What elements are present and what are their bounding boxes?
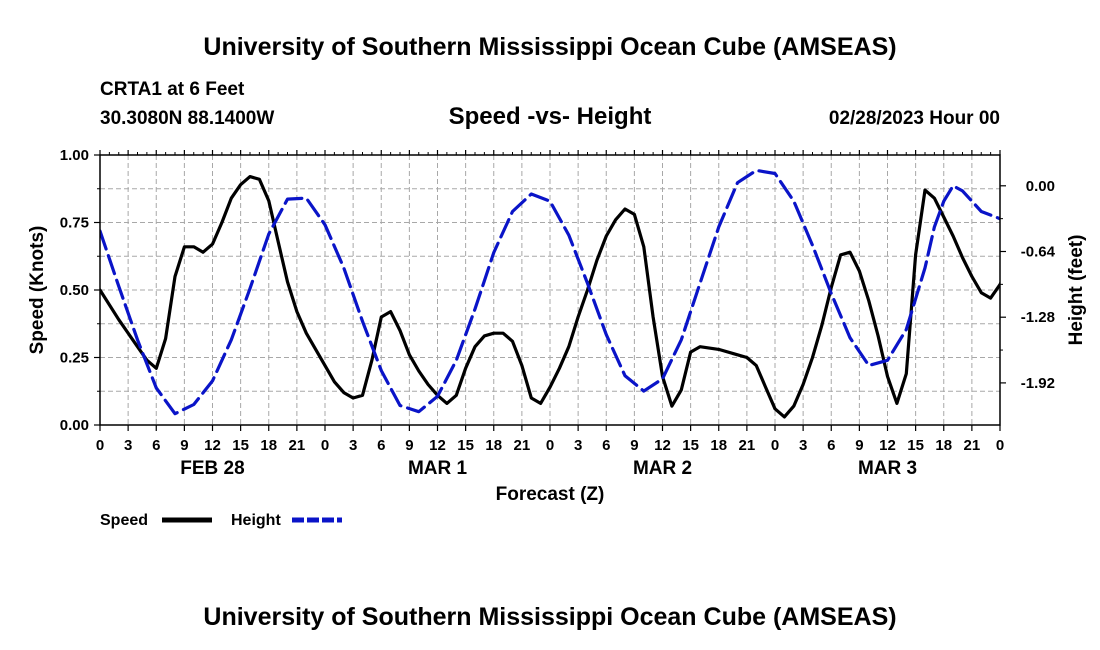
x-tick-label: 0 bbox=[96, 437, 104, 454]
x-tick-label: 18 bbox=[485, 437, 502, 454]
series-line-speed bbox=[100, 175, 1000, 419]
x-tick-label: 6 bbox=[602, 437, 610, 454]
coordinates-label: 30.3080N 88.1400W bbox=[100, 108, 274, 129]
series-line-height bbox=[100, 168, 1000, 416]
legend-label-speed: Speed bbox=[100, 512, 148, 529]
x-tick-label: 9 bbox=[180, 437, 188, 454]
y-tick-label-right: 0.00 bbox=[1026, 178, 1055, 195]
x-tick-label: 15 bbox=[682, 437, 699, 454]
x-tick-label: 15 bbox=[232, 437, 249, 454]
y-tick-label-left: 0.00 bbox=[60, 417, 89, 434]
x-axis-label: Forecast (Z) bbox=[496, 484, 605, 505]
x-tick-label: 21 bbox=[964, 437, 981, 454]
x-tick-label: 6 bbox=[827, 437, 835, 454]
x-tick-label: 9 bbox=[630, 437, 638, 454]
grid-lines bbox=[100, 155, 1000, 425]
series-layer bbox=[100, 168, 1000, 419]
x-tick-label: 3 bbox=[349, 437, 357, 454]
y-axis-left-label: Speed (Knots) bbox=[27, 226, 48, 355]
x-tick-label: 12 bbox=[429, 437, 446, 454]
x-tick-label: 12 bbox=[204, 437, 221, 454]
x-tick-label: 9 bbox=[855, 437, 863, 454]
y-tick-label-right: -0.64 bbox=[1021, 244, 1056, 261]
x-day-label: MAR 3 bbox=[858, 458, 917, 479]
y-tick-label-left: 0.75 bbox=[60, 215, 89, 232]
x-tick-label: 12 bbox=[654, 437, 671, 454]
x-tick-label: 21 bbox=[514, 437, 531, 454]
x-tick-label: 18 bbox=[260, 437, 277, 454]
x-tick-label: 18 bbox=[935, 437, 952, 454]
x-day-label: FEB 28 bbox=[180, 458, 244, 479]
x-tick-label: 15 bbox=[457, 437, 474, 454]
x-tick-label: 12 bbox=[879, 437, 896, 454]
y-tick-label-left: 0.50 bbox=[60, 282, 89, 299]
legend-label-height: Height bbox=[231, 512, 281, 529]
y-tick-label-right: -1.92 bbox=[1021, 375, 1055, 392]
x-tick-label: 21 bbox=[289, 437, 306, 454]
x-day-label: MAR 1 bbox=[408, 458, 468, 479]
x-tick-label: 0 bbox=[771, 437, 779, 454]
chart-title: Speed -vs- Height bbox=[449, 103, 652, 130]
page-title: University of Southern Mississippi Ocean… bbox=[203, 33, 896, 61]
y-tick-label-left: 1.00 bbox=[60, 147, 89, 164]
date-label: 02/28/2023 Hour 00 bbox=[829, 108, 1000, 129]
y-tick-label-left: 0.25 bbox=[60, 350, 89, 367]
x-tick-label: 3 bbox=[574, 437, 582, 454]
legend: Speed Height bbox=[100, 512, 342, 529]
x-tick-label: 9 bbox=[405, 437, 413, 454]
x-tick-label: 6 bbox=[377, 437, 385, 454]
x-day-label: MAR 2 bbox=[633, 458, 692, 479]
x-tick-label: 3 bbox=[799, 437, 807, 454]
axes-layer: 0 3 6 9 12 15 18 21 0 3 6 9 12 15 18 21 0 3 6 9 12 15 18 21 0 3 6 9… bbox=[60, 147, 1056, 479]
x-tick-label: 18 bbox=[710, 437, 727, 454]
station-label: CRTA1 at 6 Feet bbox=[100, 79, 245, 100]
footer-title: University of Southern Mississippi Ocean… bbox=[203, 603, 896, 631]
x-tick-label: 6 bbox=[152, 437, 160, 454]
y-tick-label-right: -1.28 bbox=[1021, 309, 1055, 326]
x-tick-label: 3 bbox=[124, 437, 132, 454]
x-tick-label: 0 bbox=[996, 437, 1004, 454]
y-axis-right-label: Height (feet) bbox=[1066, 235, 1087, 346]
x-tick-label: 15 bbox=[907, 437, 924, 454]
x-tick-label: 0 bbox=[546, 437, 554, 454]
x-tick-label: 0 bbox=[321, 437, 329, 454]
x-tick-label: 21 bbox=[739, 437, 756, 454]
